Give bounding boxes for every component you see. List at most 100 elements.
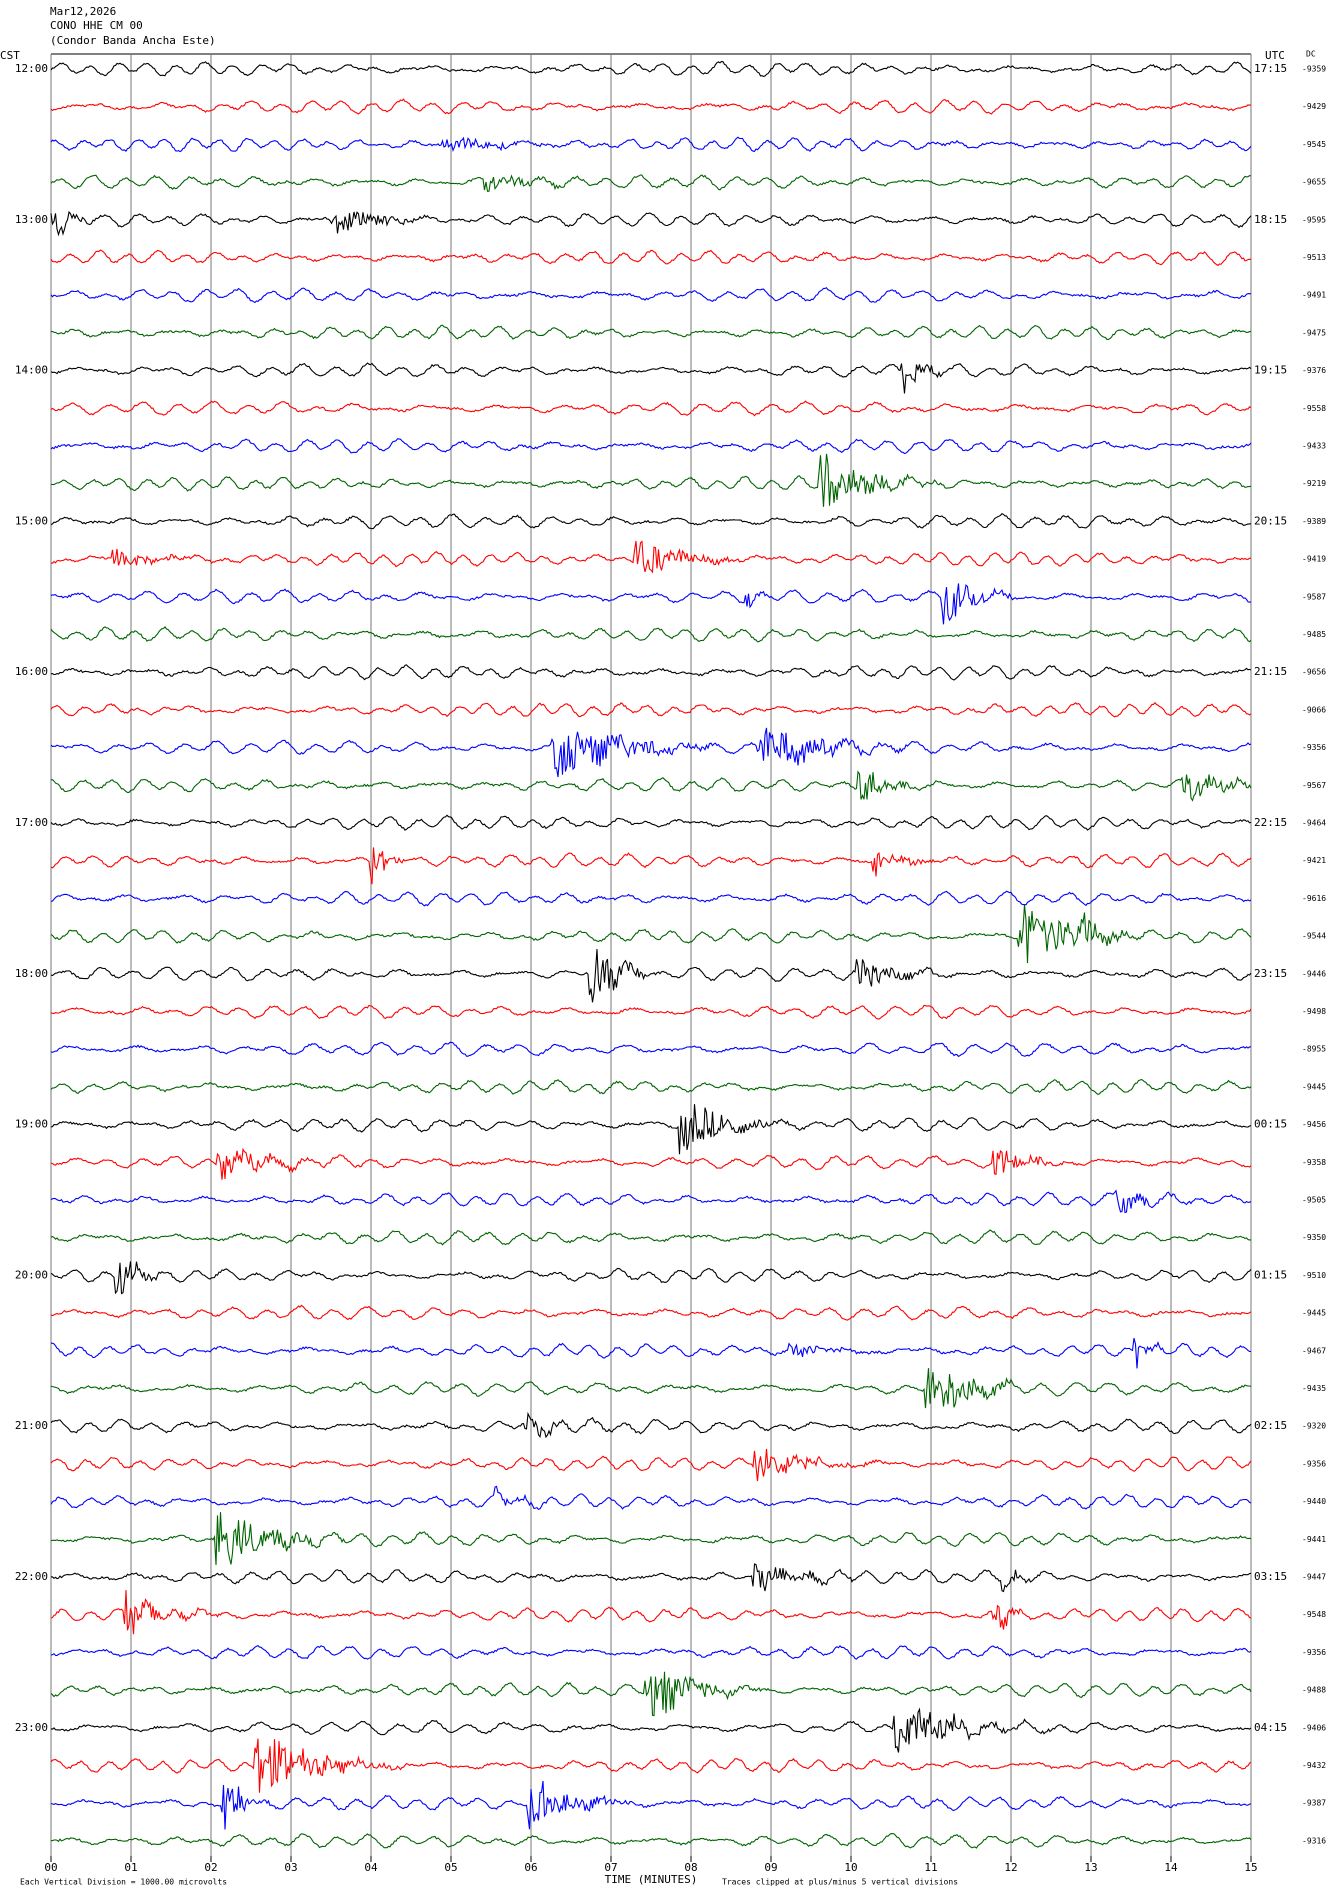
dc-offset: -9505	[1302, 1196, 1326, 1205]
dc-offset: -9219	[1302, 479, 1326, 488]
station: CONO HHE CM 00	[50, 19, 143, 32]
utc-time: 18:15	[1254, 213, 1287, 226]
x-tick-label: 09	[764, 1861, 777, 1874]
cst-time: 13:00	[15, 213, 48, 226]
trace	[50, 890, 1252, 907]
utc-time: 17:15	[1254, 62, 1287, 75]
dc-offset: -9356	[1302, 743, 1326, 752]
x-tick-label: 05	[444, 1861, 457, 1874]
dc-offset: -9356	[1302, 1648, 1326, 1657]
utc-time: 20:15	[1254, 514, 1287, 527]
right-axis-label: UTC	[1265, 49, 1285, 62]
scale-note: Each Vertical Division = 1000.00 microvo…	[20, 1878, 227, 1887]
x-tick-label: 12	[1004, 1861, 1017, 1874]
trace	[50, 1229, 1251, 1246]
trace	[50, 1104, 1252, 1155]
x-tick-label: 14	[1164, 1861, 1178, 1874]
utc-time: 00:15	[1254, 1118, 1287, 1131]
dc-offset: -9595	[1302, 215, 1326, 224]
dc-offset: -9656	[1302, 668, 1326, 677]
trace	[50, 1671, 1252, 1717]
clip-note: Traces clipped at plus/minus 5 vertical …	[722, 1878, 958, 1887]
x-tick-label: 11	[924, 1861, 937, 1874]
cst-time: 14:00	[15, 364, 48, 377]
trace	[50, 1004, 1252, 1020]
dc-label: DC	[1306, 50, 1316, 59]
trace	[50, 770, 1252, 802]
dc-offset: -9376	[1302, 366, 1326, 375]
dc-offset: -9320	[1302, 1422, 1326, 1431]
cst-time: 20:00	[15, 1268, 48, 1281]
trace	[50, 847, 1252, 885]
dc-offset: -9406	[1302, 1723, 1326, 1732]
dc-offset: -9419	[1302, 555, 1326, 564]
trace	[50, 814, 1252, 831]
trace	[50, 438, 1252, 455]
dc-offset: -9316	[1302, 1836, 1326, 1845]
utc-time: 19:15	[1254, 364, 1287, 377]
x-axis-label: TIME (MINUTES)	[605, 1873, 698, 1886]
dc-offset: -9587	[1302, 592, 1326, 601]
dc-offset: -9545	[1302, 140, 1326, 149]
dc-offset: -9356	[1302, 1459, 1326, 1468]
dc-offset: -9066	[1302, 705, 1326, 714]
trace	[50, 1780, 1252, 1830]
trace	[50, 626, 1252, 643]
dc-offset: -9475	[1302, 328, 1326, 337]
trace	[50, 904, 1252, 964]
dc-offset: -9447	[1302, 1573, 1326, 1582]
x-tick-label: 13	[1084, 1861, 1097, 1874]
trace	[50, 210, 1252, 237]
dc-offset: -9544	[1302, 932, 1326, 941]
utc-time: 01:15	[1254, 1268, 1287, 1281]
trace	[50, 1590, 1252, 1635]
trace	[50, 60, 1252, 77]
x-tick-label: 00	[44, 1861, 57, 1874]
dc-offset: -9491	[1302, 291, 1326, 300]
x-tick-label: 03	[284, 1861, 297, 1874]
dc-offset: -9441	[1302, 1535, 1326, 1544]
trace	[50, 1078, 1252, 1096]
trace	[50, 1368, 1252, 1409]
trace	[51, 664, 1252, 681]
dc-offset: -8955	[1302, 1045, 1326, 1054]
left-axis-label: CST	[0, 49, 20, 62]
dc-offset: -9513	[1302, 253, 1326, 262]
trace	[50, 400, 1252, 417]
trace	[50, 1041, 1252, 1058]
cst-time: 19:00	[15, 1118, 48, 1131]
date: Mar12,2026	[50, 5, 116, 18]
trace	[51, 1337, 1252, 1369]
dc-offset: -9464	[1302, 819, 1326, 828]
cst-time: 12:00	[15, 62, 48, 75]
utc-time: 21:15	[1254, 665, 1287, 678]
dc-offset: -9548	[1302, 1610, 1326, 1619]
x-tick-label: 15	[1244, 1861, 1257, 1874]
dc-offset: -9440	[1302, 1497, 1326, 1506]
dc-offset: -9445	[1302, 1309, 1326, 1318]
site: (Condor Banda Ancha Este)	[50, 34, 216, 47]
utc-time: 02:15	[1254, 1419, 1287, 1432]
dc-offset: -9498	[1302, 1007, 1326, 1016]
trace	[50, 1147, 1252, 1180]
trace	[50, 324, 1251, 341]
dc-offset: -9467	[1302, 1346, 1326, 1355]
x-tick-label: 01	[124, 1861, 137, 1874]
dc-offset: -9432	[1302, 1761, 1326, 1770]
trace	[50, 98, 1252, 115]
cst-time: 18:00	[15, 967, 48, 980]
trace	[50, 701, 1252, 718]
dc-offset: -9389	[1302, 517, 1326, 526]
cst-time: 21:00	[15, 1419, 48, 1432]
trace	[50, 453, 1252, 507]
dc-offset: -9350	[1302, 1233, 1326, 1242]
x-tick-label: 07	[604, 1861, 617, 1874]
trace	[50, 513, 1252, 530]
trace	[50, 540, 1252, 574]
trace	[50, 136, 1252, 153]
trace	[50, 362, 1252, 394]
dc-offset: -9387	[1302, 1799, 1326, 1808]
trace	[50, 1485, 1252, 1511]
dc-offset: -9446	[1302, 969, 1326, 978]
